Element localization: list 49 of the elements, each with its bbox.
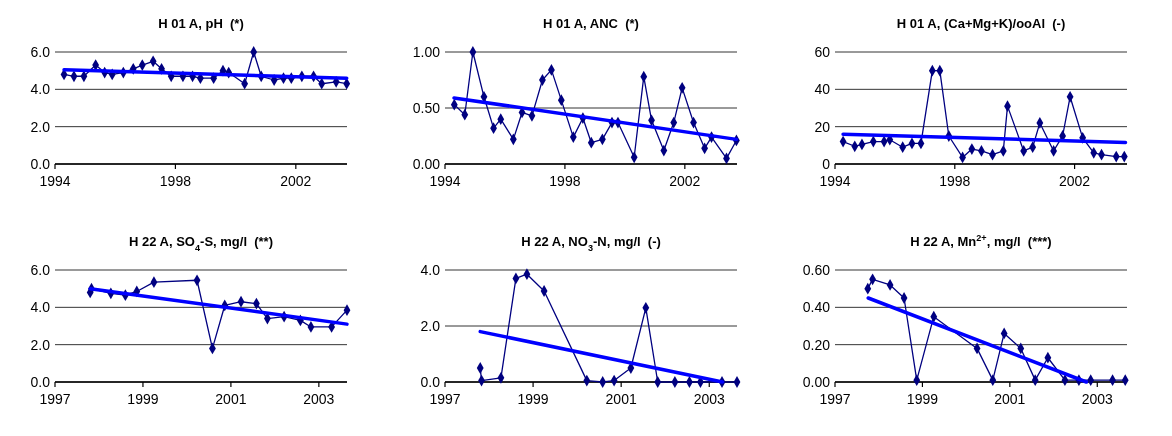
x-tick-label: 1997 (39, 391, 71, 407)
x-tick-label: 2003 (693, 391, 726, 407)
chart-title: H 01 A, pH (*) (158, 16, 244, 31)
y-tick-label: 0.0 (30, 374, 51, 390)
y-tick-label: 4.0 (30, 81, 51, 98)
chart-title: H 22 A, NO$_{3}$-N, mg/l (-) (521, 234, 661, 253)
x-tick-label: 1994 (429, 173, 461, 189)
y-tick-label: 0 (822, 156, 831, 172)
y-tick-label: 0.40 (802, 299, 831, 316)
y-tick-label: 0.00 (802, 374, 831, 390)
y-tick-label: 0.0 (30, 156, 51, 172)
y-tick-label: 20 (814, 118, 831, 135)
y-tick-label: 40 (814, 81, 831, 98)
y-tick-label: 2.0 (420, 318, 441, 334)
x-tick-label: 2001 (215, 391, 247, 407)
y-tick-label: 4.0 (30, 299, 51, 316)
x-tick-label: 2003 (303, 391, 335, 407)
x-tick-label: 2001 (605, 391, 637, 407)
y-tick-label: 0.00 (412, 156, 441, 172)
x-tick-label: 2003 (1081, 391, 1114, 407)
chart-title: H 22 A, Mn$^{2+}$, mg/l (***) (910, 233, 1052, 249)
x-tick-label: 1994 (39, 173, 71, 189)
y-tick-label: 4.0 (420, 262, 441, 278)
x-tick-label: 2002 (669, 173, 701, 189)
y-tick-label: 0.0 (420, 374, 441, 390)
x-tick-label: 1998 (159, 173, 192, 189)
x-tick-label: 2002 (280, 173, 312, 189)
y-tick-label: 1.00 (412, 44, 441, 60)
y-tick-label: 2.0 (30, 336, 51, 353)
y-tick-label: 2.0 (30, 118, 51, 135)
x-tick-label: 2002 (1059, 173, 1091, 189)
chart-title: H 22 A, SO$_{4}$-S, mg/l (**) (129, 234, 273, 253)
x-tick-label: 1998 (939, 173, 971, 189)
chart-title: H 01 A, ANC (*) (543, 16, 639, 31)
y-tick-label: 0.50 (412, 100, 441, 116)
x-tick-label: 1999 (127, 391, 159, 407)
y-tick-label: 0.60 (802, 262, 831, 278)
x-tick-label: 1997 (429, 391, 461, 407)
x-tick-label: 1999 (517, 391, 549, 407)
y-tick-label: 6.0 (30, 262, 51, 278)
chart-title: H 01 A, (Ca+Mg+K)/ooAl (-) (896, 16, 1066, 31)
y-tick-label: 0.20 (802, 336, 831, 353)
y-tick-label: 60 (814, 44, 831, 60)
x-tick-label: 2001 (994, 391, 1026, 407)
x-tick-label: 1998 (549, 173, 581, 189)
y-tick-label: 6.0 (30, 44, 51, 60)
x-tick-label: 1994 (819, 173, 851, 189)
x-tick-label: 1999 (906, 391, 939, 407)
x-tick-label: 1997 (819, 391, 851, 407)
